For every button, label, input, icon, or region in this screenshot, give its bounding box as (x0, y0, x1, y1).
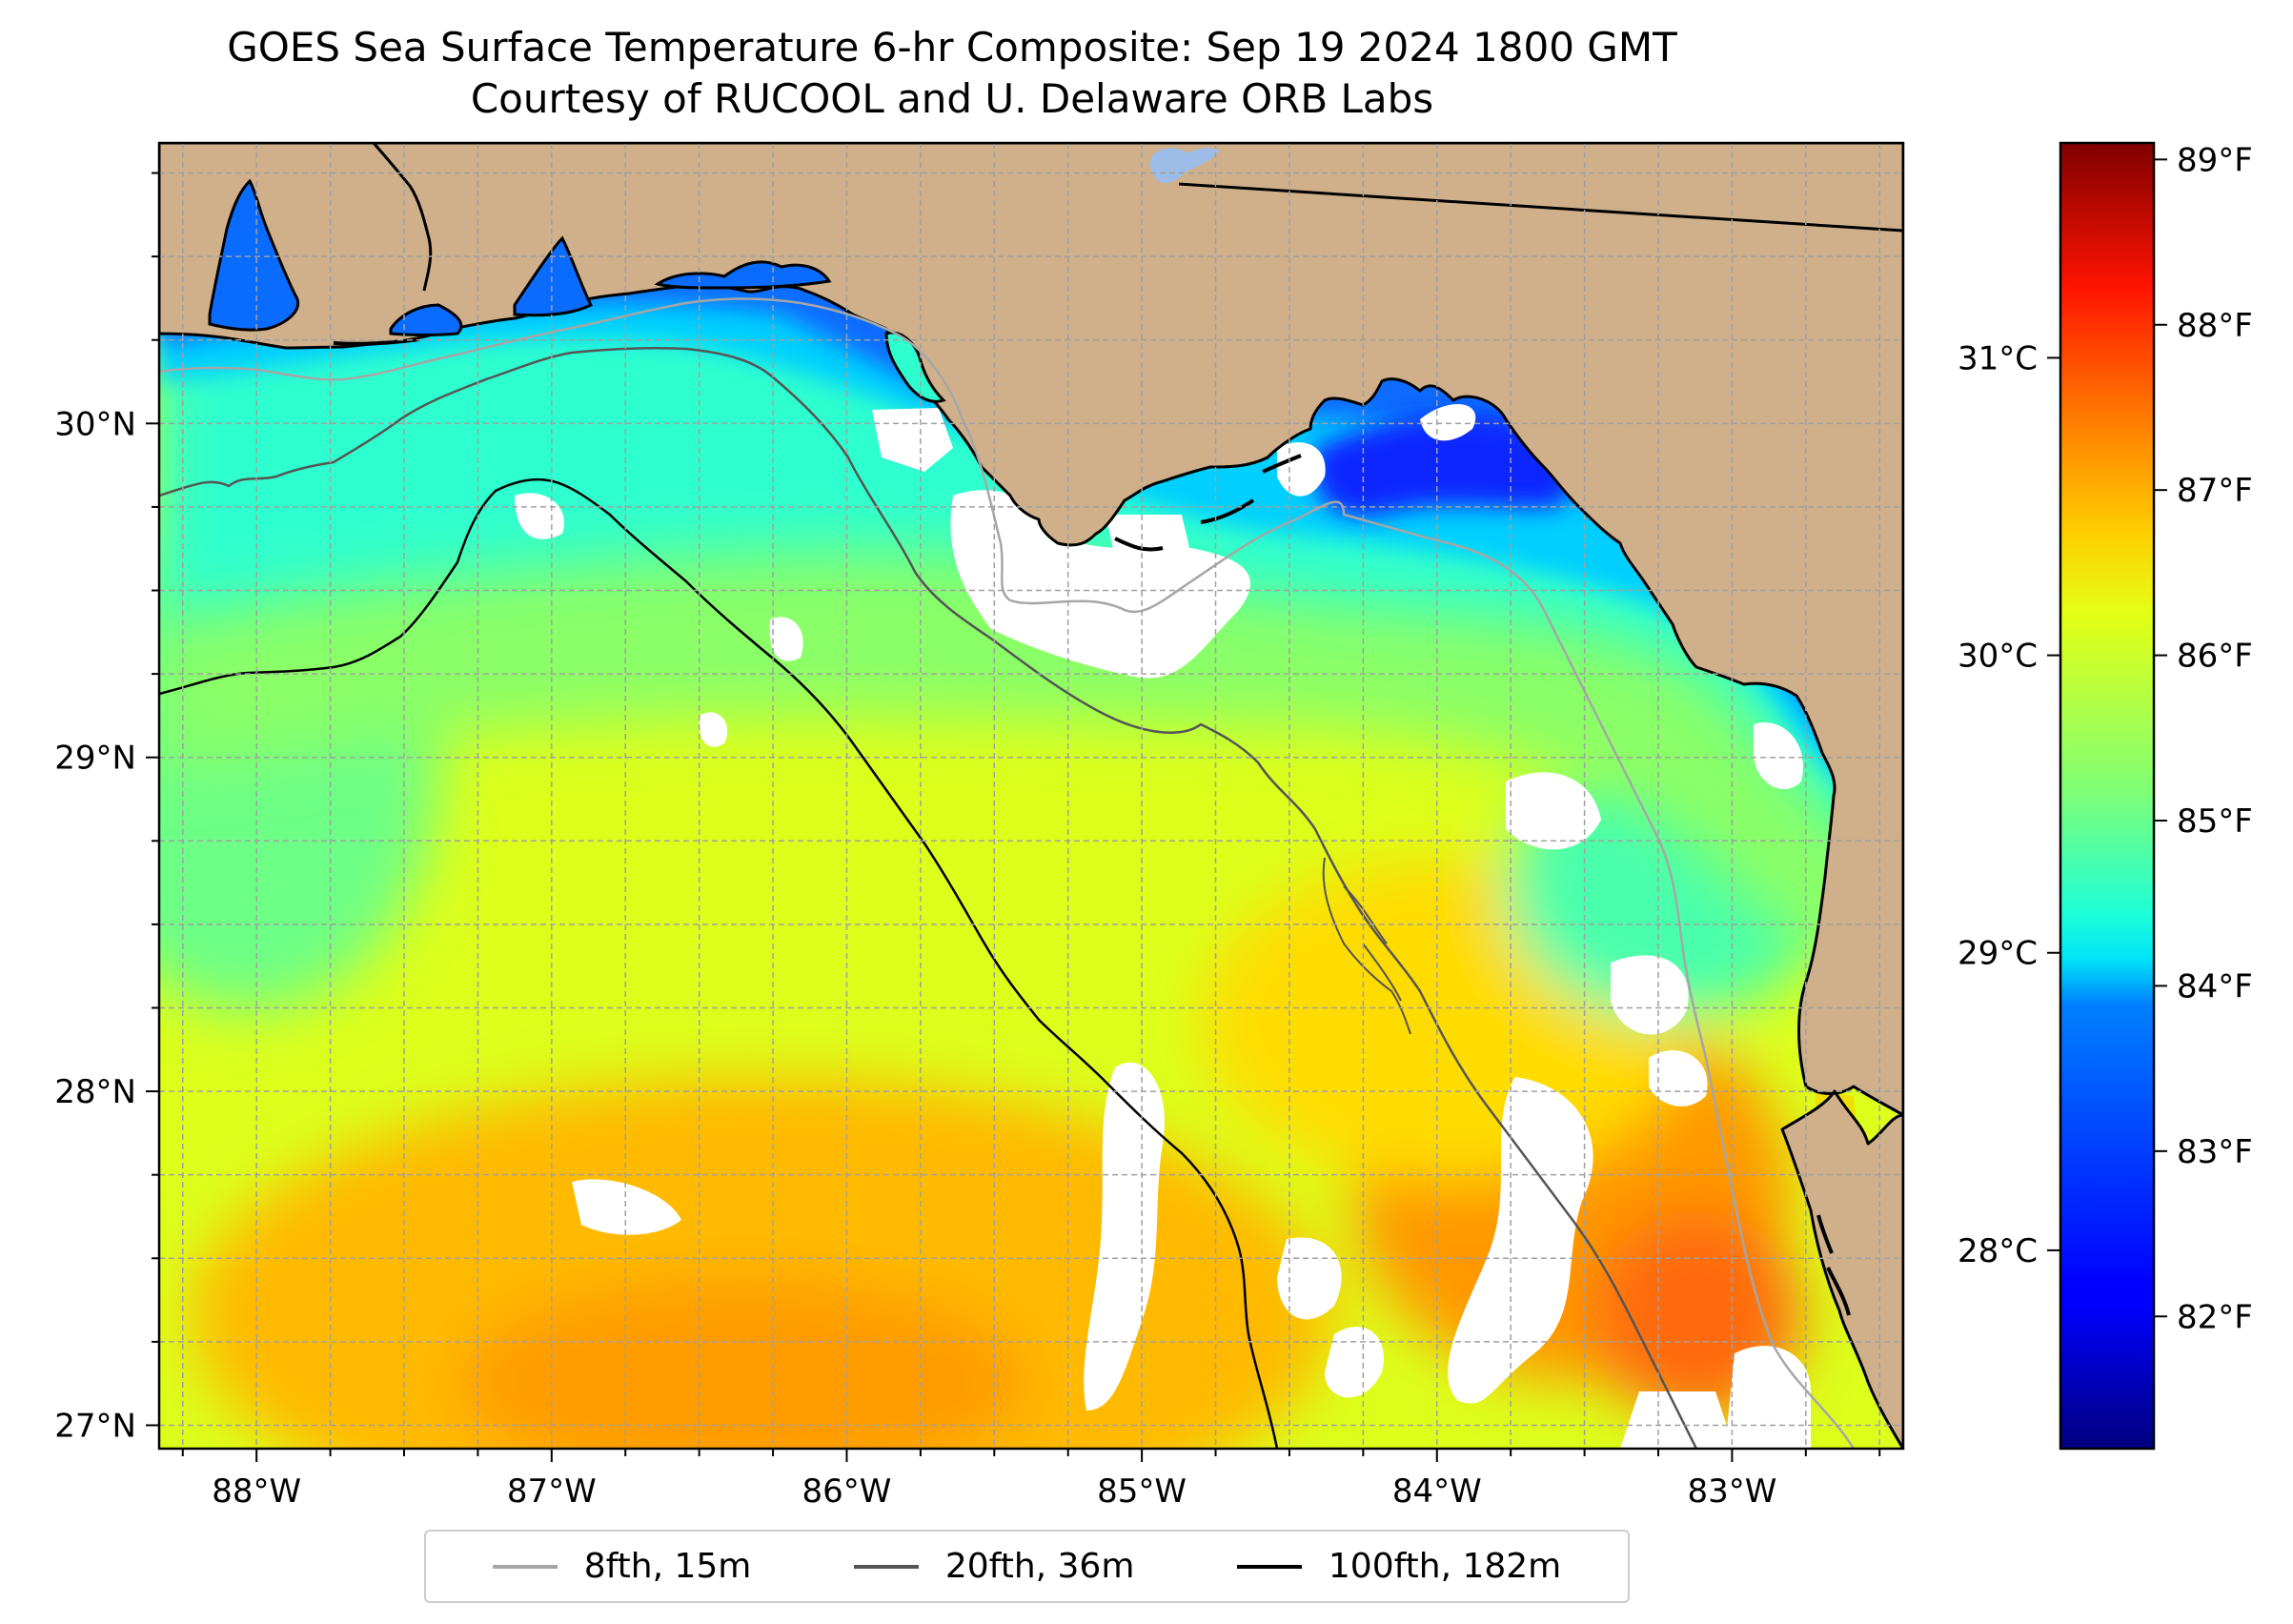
f-tick-label: 84°F (2177, 967, 2253, 1005)
lon-tick-label: 85°W (1097, 1472, 1187, 1511)
lon-tick-label: 87°W (507, 1472, 597, 1511)
f-tick-label: 85°F (2177, 802, 2253, 841)
lon-tick-label: 86°W (802, 1472, 892, 1511)
legend-line-swatch (1236, 1564, 1302, 1569)
isobath-100fth (159, 477, 1279, 1449)
map-axes: 88°W 87°W 86°W 85°W 84°W 83°W 27°N 28°N 29°N 30°N (54, 172, 1881, 1511)
f-tick-label: 88°F (2177, 307, 2253, 345)
legend-line-swatch (492, 1564, 558, 1569)
map-panel (159, 143, 1903, 1449)
legend-label: 8fth, 15m (583, 1547, 752, 1586)
graticule (159, 143, 1903, 1449)
lon-tick-label: 88°W (212, 1472, 301, 1511)
isobath-legend: 8fth, 15m 20fth, 36m 100fth, 182m (424, 1530, 1630, 1603)
colorbar-gradient (2059, 141, 2156, 1451)
legend-label: 20fth, 36m (944, 1547, 1135, 1586)
legend-line-swatch (853, 1564, 919, 1569)
map-subtitle: Courtesy of RUCOOL and U. Delaware ORB L… (470, 75, 1434, 122)
lon-tick-label: 84°W (1392, 1472, 1482, 1511)
lat-tick-label: 29°N (54, 740, 136, 778)
isobaths (159, 297, 1856, 1449)
isobath-20fth-keys (1322, 857, 1411, 1035)
map-frame (157, 141, 1905, 1451)
f-tick-label: 82°F (2177, 1298, 2253, 1336)
isobath-8fth (159, 297, 1856, 1449)
f-tick-label: 83°F (2177, 1133, 2253, 1171)
isobath-20fth (159, 346, 1698, 1449)
lat-tick-label: 28°N (54, 1073, 136, 1111)
lat-tick-label: 30°N (54, 405, 136, 443)
legend-label: 100fth, 182m (1328, 1547, 1562, 1586)
legend-item: 8fth, 15m (492, 1547, 752, 1586)
c-tick-label: 30°C (1958, 638, 2038, 676)
lon-tick-label: 83°W (1687, 1472, 1776, 1511)
f-tick-label: 87°F (2177, 472, 2253, 510)
f-tick-label: 89°F (2177, 141, 2253, 179)
legend-item: 20fth, 36m (853, 1547, 1135, 1586)
lat-tick-label: 27°N (54, 1407, 136, 1445)
c-tick-label: 28°C (1958, 1232, 2038, 1270)
state-borders (372, 143, 1903, 292)
colorbar-axes: 82°F 83°F 84°F 85°F 86°F 87°F 88°F 89°F 28°C 29°C… (1958, 141, 2253, 1336)
legend-item: 100fth, 182m (1236, 1547, 1562, 1586)
c-tick-label: 29°C (1958, 935, 2038, 973)
f-tick-label: 86°F (2177, 638, 2253, 676)
colorbar: 82°F 83°F 84°F 85°F 86°F 87°F 88°F 89°F 28°C 29°C… (1958, 141, 2253, 1451)
c-tick-label: 31°C (1958, 339, 2038, 377)
map-title: GOES Sea Surface Temperature 6-hr Compos… (227, 24, 1677, 71)
